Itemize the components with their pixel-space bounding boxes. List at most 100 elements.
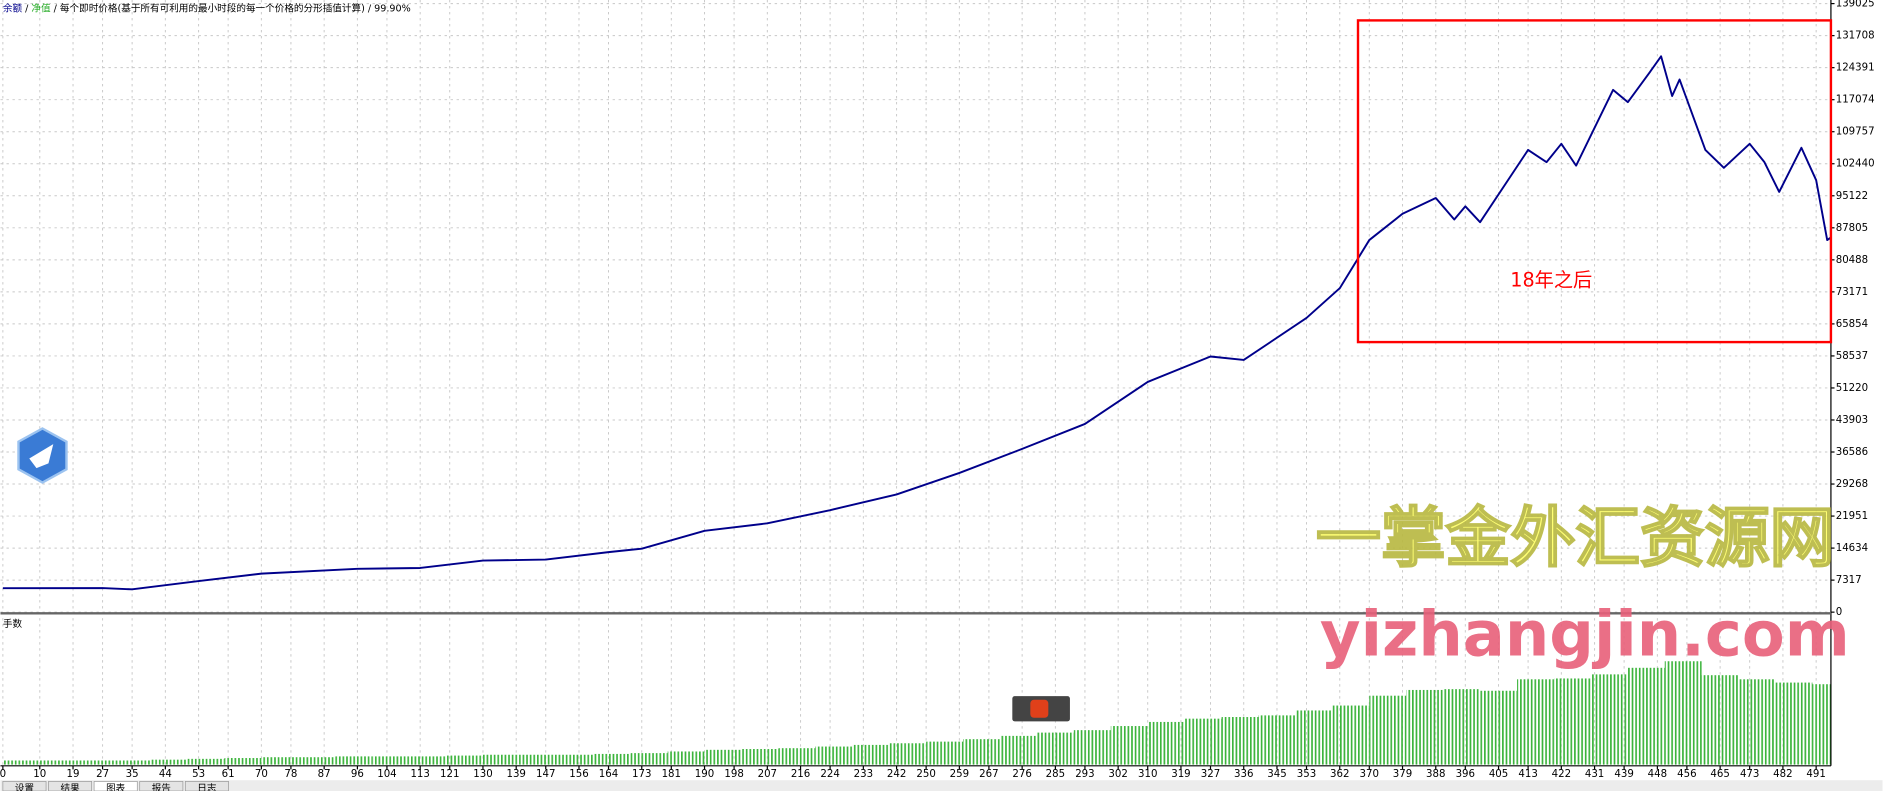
lots-bar xyxy=(1073,730,1111,765)
lots-bar xyxy=(224,758,262,765)
lots-bar xyxy=(1701,675,1739,765)
lots-bar xyxy=(446,755,483,765)
x-tick-label: 0 xyxy=(0,769,6,780)
lots-bar xyxy=(889,743,927,765)
x-tick-label: 61 xyxy=(222,769,235,780)
lots-bar xyxy=(1775,682,1813,765)
lots-bar xyxy=(667,751,705,765)
lots-bar xyxy=(815,746,853,765)
tab-label[interactable]: 图表 xyxy=(106,783,126,791)
tab[interactable] xyxy=(139,781,184,791)
separator: / xyxy=(22,3,31,14)
annotation: 18年之后 xyxy=(1510,268,1592,291)
x-tick-label: 456 xyxy=(1677,769,1696,780)
x-tick-label: 130 xyxy=(473,769,492,780)
y-tick-label: 14634 xyxy=(1836,543,1868,554)
balance-line xyxy=(2,55,1832,591)
x-tick-label: 207 xyxy=(758,769,777,780)
x-tick-label: 198 xyxy=(724,769,743,780)
lots-bar xyxy=(1812,684,1831,765)
lots-bar xyxy=(2,760,40,765)
tab[interactable] xyxy=(93,781,138,791)
y-tick-label: 51220 xyxy=(1836,383,1868,394)
legend-entry: 净值 xyxy=(31,2,51,14)
x-tick-label: 379 xyxy=(1393,769,1412,780)
x-tick-label: 388 xyxy=(1426,769,1445,780)
y-tick-label: 0 xyxy=(1836,607,1842,618)
separator: / xyxy=(365,3,374,14)
x-tick-label: 113 xyxy=(410,769,429,780)
lots-bar xyxy=(1738,679,1776,765)
x-tick-label: 302 xyxy=(1108,769,1127,780)
y-tick-label: 65854 xyxy=(1836,319,1868,330)
x-tick-label: 173 xyxy=(632,769,651,780)
tab[interactable] xyxy=(184,781,229,791)
watermark: 一掌金外汇资源网 xyxy=(1316,501,1834,576)
x-tick-label: 242 xyxy=(887,769,906,780)
y-tick-label: 109757 xyxy=(1836,127,1875,138)
x-tick-label: 96 xyxy=(351,769,364,780)
lots-bar xyxy=(372,756,410,765)
tab[interactable] xyxy=(2,781,47,791)
x-tick-label: 482 xyxy=(1773,769,1792,780)
x-tick-label: 336 xyxy=(1234,769,1253,780)
y-tick-label: 131708 xyxy=(1836,31,1875,42)
x-tick-label: 310 xyxy=(1138,769,1157,780)
tab-label[interactable]: 日志 xyxy=(197,783,217,791)
x-tick-label: 190 xyxy=(695,769,714,780)
lots-bar xyxy=(593,753,631,765)
x-tick-label: 44 xyxy=(159,769,172,780)
lots-bar xyxy=(963,739,1000,765)
y-tick-label: 58537 xyxy=(1836,351,1868,362)
lots-bar xyxy=(926,741,964,765)
x-tick-label: 259 xyxy=(950,769,969,780)
lots-bar xyxy=(261,757,299,765)
x-tick-label: 156 xyxy=(569,769,588,780)
x-tick-label: 70 xyxy=(255,769,268,780)
x-tick-label: 224 xyxy=(820,769,839,780)
lots-bar xyxy=(187,758,225,765)
marks-layer xyxy=(2,55,1832,765)
lots-bar xyxy=(1295,710,1333,765)
lots-bar xyxy=(852,744,890,765)
lots-bar xyxy=(1332,705,1370,765)
lots-bar xyxy=(1184,718,1222,765)
x-tick-label: 276 xyxy=(1012,769,1031,780)
y-tick-label: 80488 xyxy=(1836,255,1868,266)
tab-label[interactable]: 报告 xyxy=(152,783,172,791)
x-tick-label: 87 xyxy=(318,769,331,780)
lots-bar xyxy=(630,753,668,765)
x-tick-label: 319 xyxy=(1171,769,1190,780)
x-tick-label: 362 xyxy=(1330,769,1349,780)
svg-text:余额 / 净值 / 每个即时价格(基于所有可利用的最小时段的: 余额 / 净值 / 每个即时价格(基于所有可利用的最小时段的每一个价格的分形插值… xyxy=(3,2,411,14)
x-tick-label: 405 xyxy=(1489,769,1508,780)
logo xyxy=(17,427,68,484)
lots-bar xyxy=(1553,678,1591,765)
lots-bar xyxy=(1627,667,1665,765)
lots-bar xyxy=(999,735,1037,765)
lots-bar xyxy=(741,749,779,765)
x-tick-label: 465 xyxy=(1710,769,1729,780)
x-tick-label: 53 xyxy=(192,769,205,780)
tab-label[interactable]: 设置 xyxy=(15,784,35,791)
lots-bar xyxy=(1221,717,1259,765)
tab[interactable] xyxy=(48,781,93,791)
lots-bar xyxy=(335,756,373,765)
tab-bar xyxy=(0,780,1883,791)
x-tick-label: 139 xyxy=(506,769,525,780)
x-tick-label: 216 xyxy=(791,769,810,780)
lots-bar xyxy=(1517,679,1554,765)
highlight-box xyxy=(1356,19,1833,344)
y-tick-label: 87805 xyxy=(1836,223,1868,234)
grid-layer xyxy=(0,0,1835,770)
x-tick-label: 27 xyxy=(96,769,109,780)
y-tick-label: 117074 xyxy=(1836,95,1875,106)
header: 余额 / 净值 / 每个即时价格(基于所有可利用的最小时段的每一个价格的分形插值… xyxy=(3,2,411,14)
tab-label[interactable]: 结果 xyxy=(60,783,80,791)
lots-bar xyxy=(1036,732,1074,765)
subtitle: 每个即时价格(基于所有可利用的最小时段的每一个价格的分形插值计算) xyxy=(60,2,365,14)
lots-bar xyxy=(1369,695,1407,765)
